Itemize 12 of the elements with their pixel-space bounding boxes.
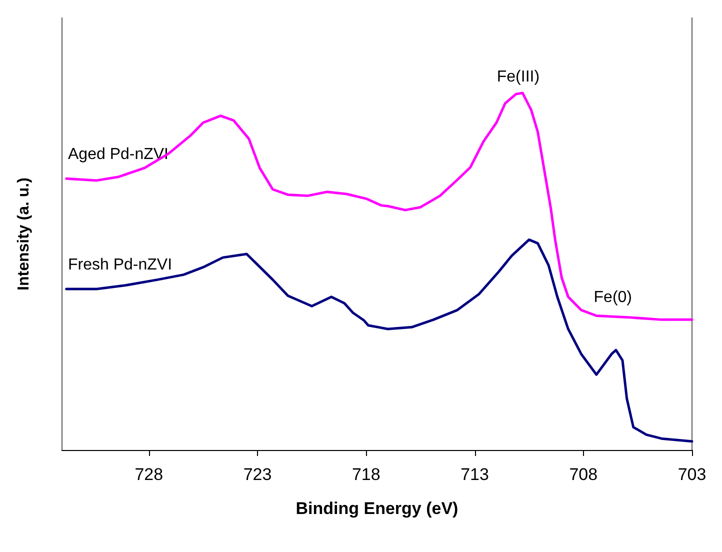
x-tick-label: 708 [569,465,598,484]
series-label: Fresh Pd-nZVI [68,256,172,274]
annotation: Fe(III) [496,68,540,86]
x-tick-label: 713 [460,465,489,484]
x-axis-title: Binding Energy (eV) [296,499,458,518]
x-tick-label: 728 [134,465,164,484]
x-tick-label: 718 [352,465,380,484]
x-tick-label: 703 [678,465,706,484]
y-axis-title: Intensity (a. u.) [16,178,32,290]
annotation: Fe(0) [594,289,632,306]
x-tick-label: 723 [243,465,272,484]
series-label: Aged Pd-nZVI [68,146,168,164]
